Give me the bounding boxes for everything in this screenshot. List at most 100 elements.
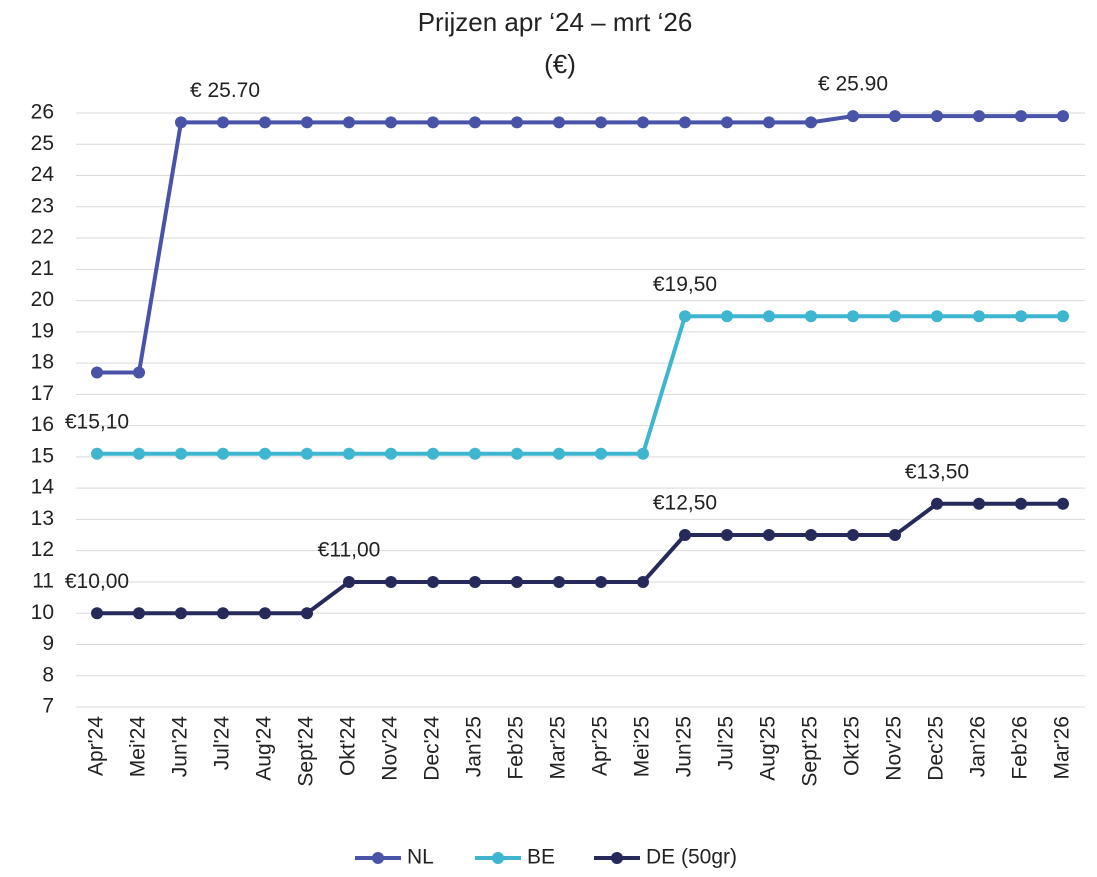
- legend-item: DE (50gr): [594, 846, 737, 869]
- x-tick-label: Mar'26: [1051, 716, 1074, 780]
- data-point: [133, 366, 145, 379]
- y-tick-label: 18: [31, 351, 54, 374]
- y-tick-label: 20: [31, 288, 54, 311]
- data-point: [217, 447, 229, 460]
- data-point: [805, 529, 817, 542]
- data-point: [595, 116, 607, 129]
- data-point: [763, 116, 775, 129]
- data-point: [1057, 110, 1069, 123]
- data-point: [973, 497, 985, 510]
- x-tick-label: Feb'25: [505, 716, 528, 780]
- data-point: [91, 447, 103, 460]
- chart-title: Prijzen apr ‘24 – mrt ‘26: [418, 7, 693, 37]
- data-label: € 25.90: [818, 73, 888, 96]
- x-tick-label: Jul'25: [715, 716, 738, 770]
- data-point: [763, 529, 775, 542]
- x-tick-label: Sept'24: [295, 716, 318, 787]
- data-point: [427, 447, 439, 460]
- chart-subtitle: (€): [544, 49, 576, 79]
- data-point: [91, 366, 103, 379]
- data-point: [889, 110, 901, 123]
- legend-label: BE: [527, 846, 555, 869]
- data-point: [217, 607, 229, 620]
- x-tick-label: Okt'25: [841, 716, 864, 776]
- data-point: [931, 110, 943, 123]
- data-point: [553, 575, 565, 588]
- x-tick-label: Dec'25: [925, 716, 948, 781]
- y-tick-label: 10: [31, 601, 54, 624]
- data-point: [973, 310, 985, 323]
- data-point: [805, 116, 817, 129]
- y-tick-label: 7: [42, 695, 54, 718]
- y-tick-label: 8: [42, 663, 54, 686]
- data-point: [973, 110, 985, 123]
- data-point: [427, 575, 439, 588]
- y-tick-label: 12: [31, 538, 54, 561]
- series-line: [97, 314, 1063, 456]
- data-point: [469, 447, 481, 460]
- data-point: [889, 529, 901, 542]
- data-point: [847, 310, 859, 323]
- data-point: [1015, 310, 1027, 323]
- data-point: [91, 607, 103, 620]
- x-tick-label: Dec'24: [421, 716, 444, 781]
- x-tick-label: Nov'24: [379, 716, 402, 781]
- legend-marker: [492, 852, 504, 864]
- y-tick-label: 14: [31, 476, 55, 499]
- data-point: [1057, 310, 1069, 323]
- y-tick-label: 13: [31, 507, 54, 530]
- legend-item: NL: [355, 846, 434, 869]
- x-tick-label: Jan'25: [463, 716, 486, 777]
- data-point: [175, 116, 187, 129]
- legend-label: NL: [407, 846, 434, 869]
- x-tick-label: Jan'26: [967, 716, 990, 777]
- data-point: [931, 310, 943, 323]
- data-point: [385, 447, 397, 460]
- data-label: € 25.70: [190, 79, 260, 102]
- data-point: [847, 110, 859, 123]
- x-tick-label: Apr'24: [85, 716, 108, 776]
- data-point: [679, 529, 691, 542]
- x-tick-label: Nov'25: [883, 716, 906, 781]
- x-tick-label: Mar'25: [547, 716, 570, 780]
- x-tick-label: Aug'24: [253, 716, 276, 781]
- data-point: [217, 116, 229, 129]
- series-line: [97, 114, 1063, 375]
- data-label: €12,50: [653, 492, 717, 515]
- data-point: [133, 607, 145, 620]
- series-line: [97, 501, 1063, 616]
- legend-marker: [611, 852, 623, 864]
- data-point: [679, 310, 691, 323]
- data-point: [805, 310, 817, 323]
- y-tick-label: 22: [31, 226, 54, 249]
- data-point: [175, 447, 187, 460]
- data-point: [385, 575, 397, 588]
- data-label: €13,50: [905, 460, 969, 483]
- data-point: [637, 116, 649, 129]
- data-point: [301, 447, 313, 460]
- x-tick-label: Feb'26: [1009, 716, 1032, 780]
- data-point: [511, 575, 523, 588]
- data-point: [343, 116, 355, 129]
- x-tick-label: Sept'25: [799, 716, 822, 787]
- data-point: [385, 116, 397, 129]
- data-label: €11,00: [318, 538, 381, 561]
- legend-label: DE (50gr): [646, 846, 737, 869]
- data-point: [259, 447, 271, 460]
- data-point: [1057, 497, 1069, 510]
- y-tick-label: 19: [31, 319, 54, 342]
- data-point: [679, 116, 691, 129]
- data-point: [133, 447, 145, 460]
- data-point: [511, 447, 523, 460]
- data-point: [343, 575, 355, 588]
- data-point: [721, 310, 733, 323]
- data-point: [637, 447, 649, 460]
- y-tick-label: 26: [31, 101, 54, 124]
- data-point: [721, 529, 733, 542]
- y-tick-label: 24: [31, 163, 55, 186]
- x-tick-label: Jun'25: [673, 716, 696, 777]
- data-point: [469, 575, 481, 588]
- data-point: [511, 116, 523, 129]
- data-point: [595, 575, 607, 588]
